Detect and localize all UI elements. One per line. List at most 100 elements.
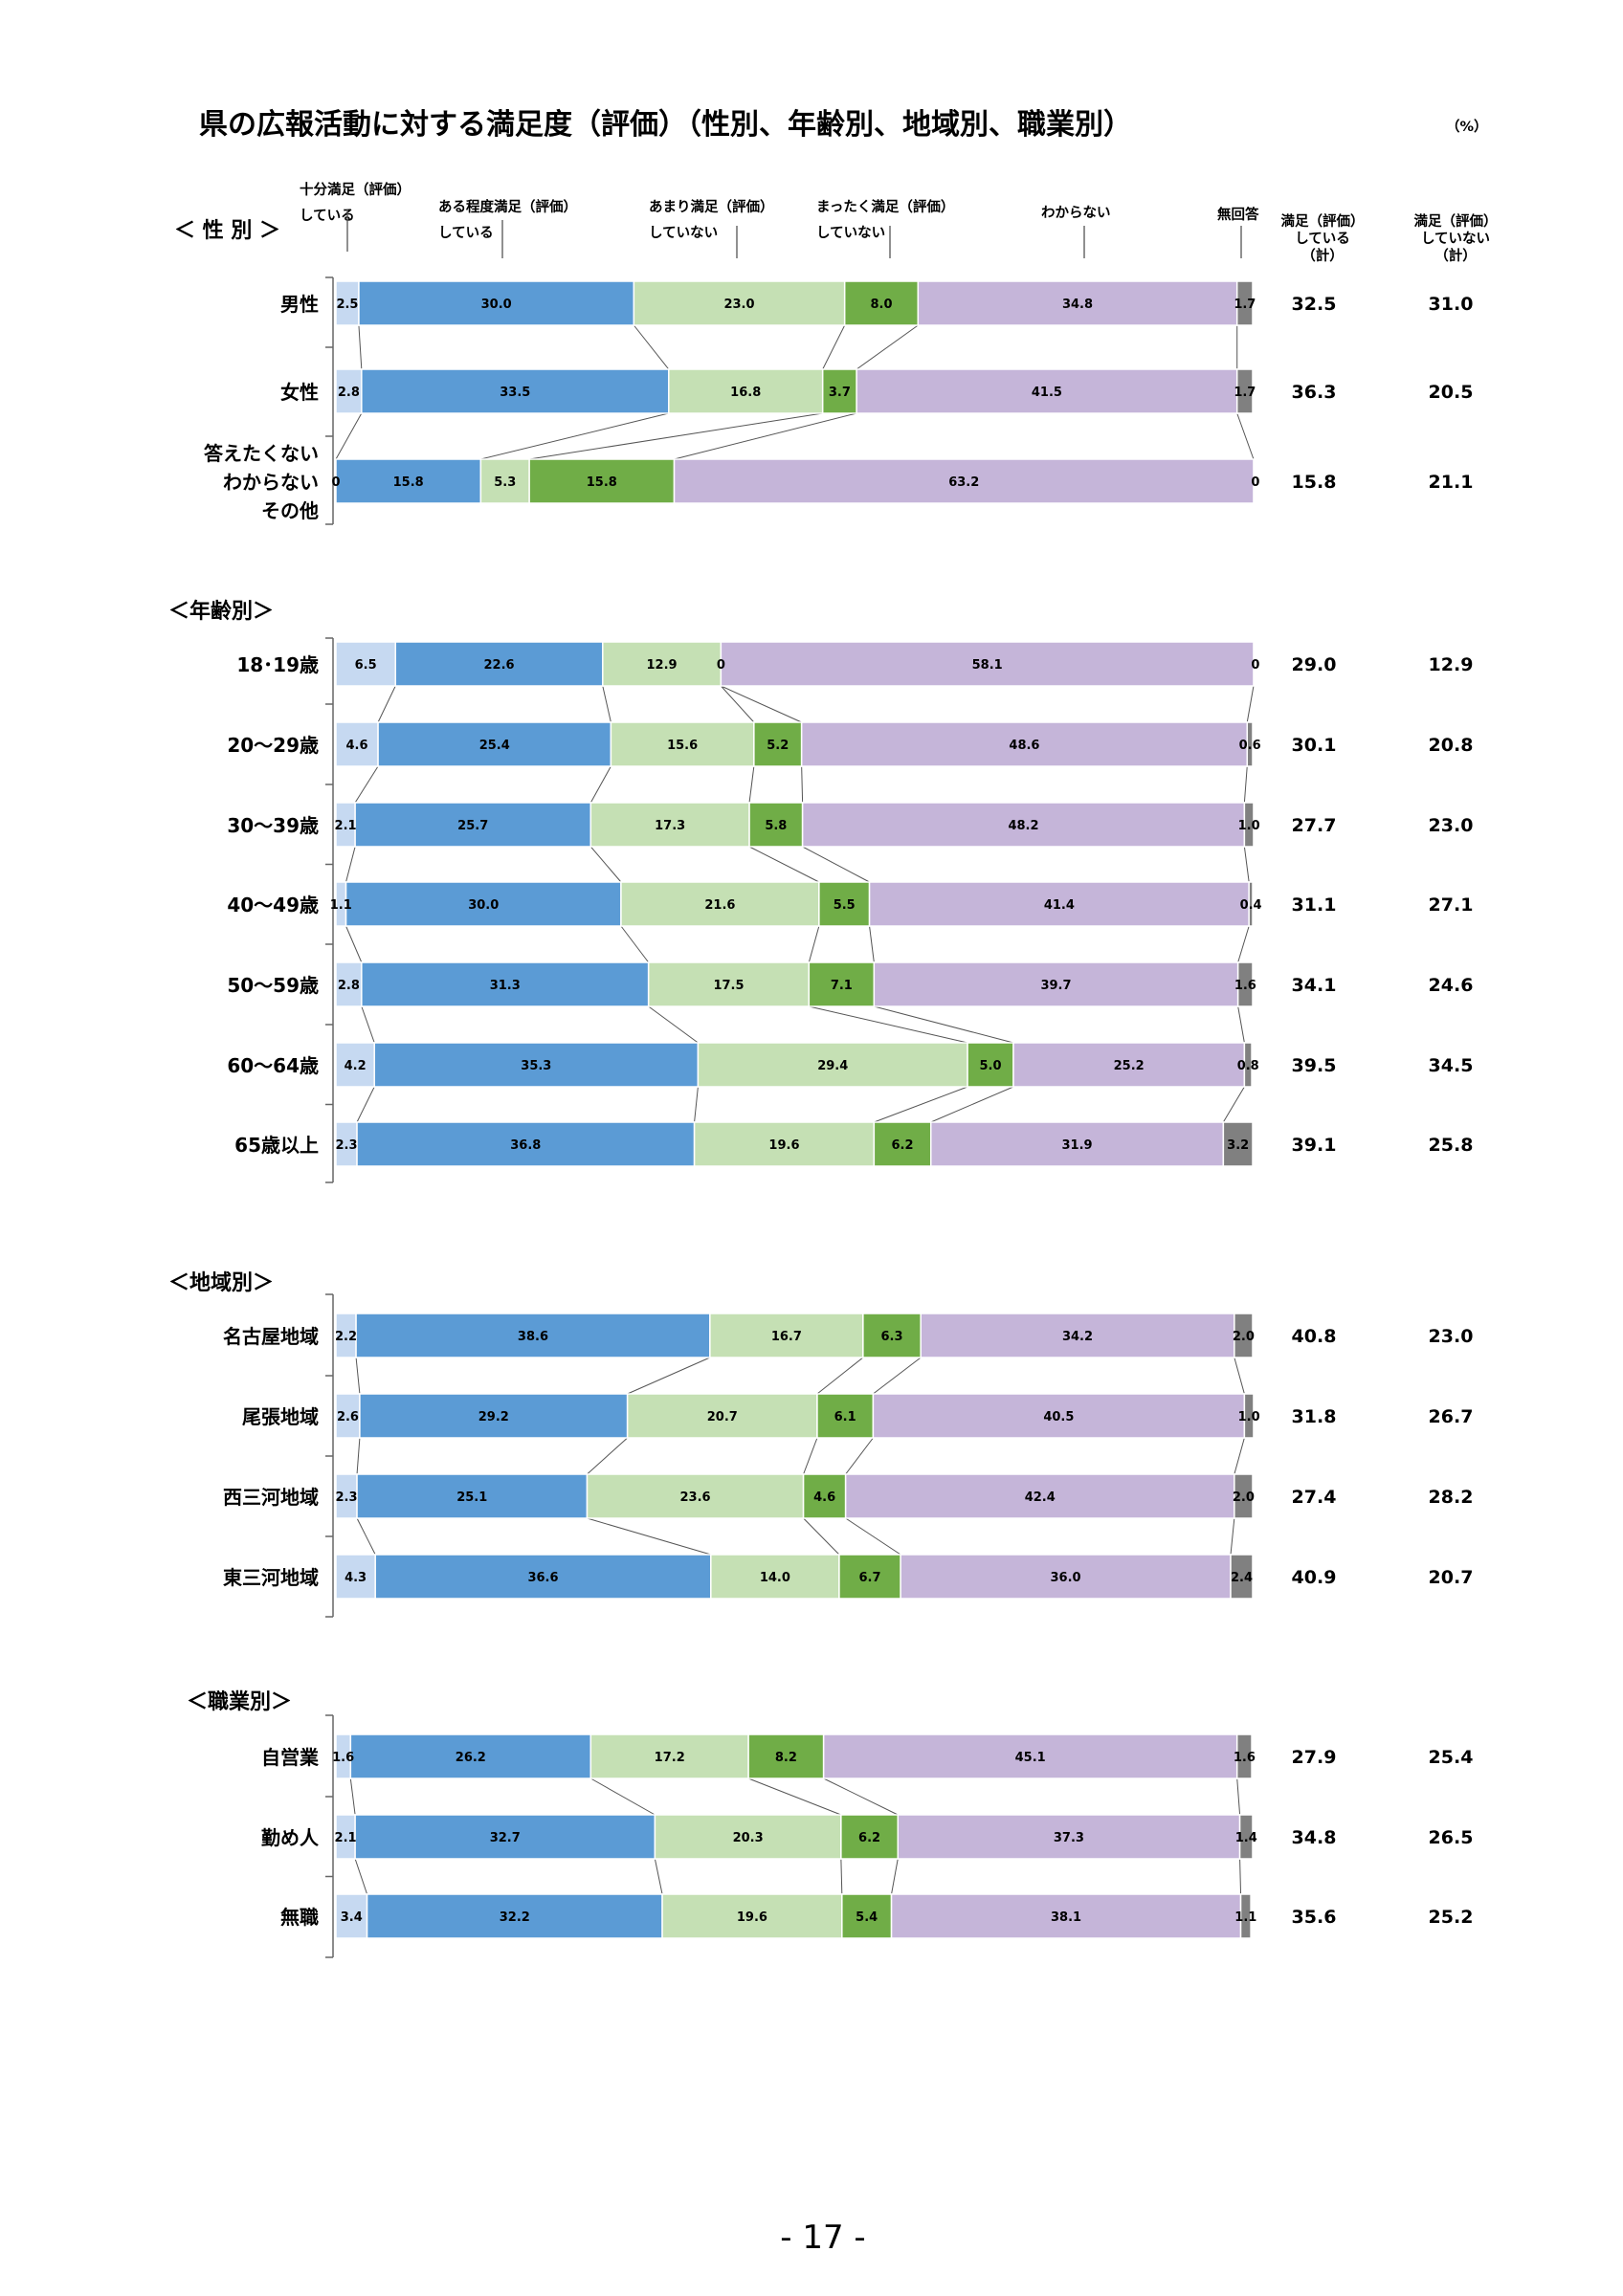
segment-label: 33.5 (500, 386, 530, 400)
connector-line (361, 1005, 375, 1044)
bar-row: 自営業 1.6 26.2 17.2 8.2 45.1 1.6 27.9 25.4 (261, 1733, 1473, 1779)
segment-label: 2.6 (337, 1410, 359, 1424)
connector-line (345, 846, 356, 883)
bar-segment (626, 1393, 818, 1439)
bar-row: 西三河地域 2.3 25.1 23.6 4.6 42.4 2.0 27.4 28.2 (223, 1473, 1474, 1519)
segment-label: 5.4 (856, 1910, 878, 1925)
connector-line (480, 412, 669, 460)
bar-segment (610, 721, 755, 767)
total-not-satisfied: 31.0 (1429, 294, 1474, 315)
connector-line (801, 765, 804, 804)
total-not-satisfied: 25.8 (1429, 1135, 1474, 1156)
bar-segment (1236, 961, 1254, 1007)
bar-segment (355, 1313, 711, 1358)
bar-segment (528, 458, 676, 504)
connector-line (648, 1005, 699, 1044)
total-header-line: していない (1421, 231, 1490, 247)
connector-line (869, 925, 875, 963)
segment-label: 5.3 (494, 475, 516, 490)
row-label: 自営業 (261, 1746, 320, 1769)
bar-segment (818, 881, 871, 927)
segment-label: 1.7 (1234, 298, 1256, 312)
bar-segment (1246, 721, 1254, 767)
connector-line (1237, 925, 1250, 963)
segment-label: 25.7 (457, 819, 488, 833)
segment-label: 1.1 (330, 898, 352, 913)
segment-label: 8.2 (775, 1751, 797, 1765)
connector-line (808, 925, 820, 963)
connector-line (354, 1858, 368, 1895)
segment-label: 6.2 (892, 1138, 914, 1153)
bar-segment (1012, 1042, 1246, 1088)
bar-segment (1235, 368, 1254, 414)
connector-line (1246, 685, 1255, 723)
segment-label: 19.6 (768, 1138, 799, 1153)
segment-label: 6.1 (834, 1410, 856, 1424)
bar-segment (816, 1393, 875, 1439)
segment-label: 35.3 (521, 1059, 551, 1073)
bar-segment (1234, 1313, 1254, 1358)
total-satisfied: 27.4 (1292, 1487, 1337, 1508)
bar-segment (1243, 802, 1255, 848)
total-not-satisfied: 26.7 (1429, 1406, 1474, 1427)
segment-label: 2.8 (338, 386, 360, 400)
connector-line (633, 324, 670, 370)
bar-segment (1235, 1733, 1253, 1779)
total-satisfied: 31.8 (1292, 1406, 1337, 1427)
segment-label: 19.6 (737, 1910, 767, 1925)
total-not-satisfied: 28.2 (1429, 1487, 1474, 1508)
connector-line (845, 1437, 874, 1475)
row-label: 西三河地域 (223, 1486, 319, 1509)
segment-label: 29.4 (817, 1059, 848, 1073)
connector-line (1236, 412, 1255, 460)
segment-label: 6.5 (355, 658, 377, 673)
segment-label: 14.0 (760, 1571, 790, 1585)
total-satisfied: 29.0 (1292, 654, 1337, 675)
legend-item-1: 十分満足（評価） している (300, 181, 411, 252)
page-title: 県の広報活動に対する満足度（評価）（性別、年齢別、地域別、職業別） (199, 108, 1132, 142)
connector-line (809, 1005, 968, 1044)
segment-label: 30.0 (481, 298, 512, 312)
bar-segment (840, 1814, 900, 1860)
bar-segment (589, 1733, 749, 1779)
row-label: 名古屋地域 (223, 1325, 319, 1348)
group-1: ＜ 性 別 ＞ 男性 2.5 30.0 23.0 8.0 34.8 1.7 32.5 31.0 女性… (174, 219, 1474, 525)
legend-label: わからない (1041, 205, 1111, 221)
segment-label: 22.6 (483, 658, 514, 673)
segment-label: 45.1 (1015, 1751, 1046, 1765)
bar-row: 18･19歳 6.5 22.6 12.9 0 58.1 0 29.0 12.9 (236, 641, 1473, 687)
connector-line (529, 412, 823, 460)
total-not-satisfied: 23.0 (1429, 815, 1474, 836)
bar-row: 東三河地域 4.3 36.6 14.0 6.7 36.0 2.4 40.9 20.7 (223, 1554, 1473, 1600)
connector-line (930, 1086, 1014, 1123)
segment-label: 1.6 (1234, 979, 1256, 993)
segment-label: 34.8 (1062, 298, 1093, 312)
segment-label: 41.5 (1032, 386, 1062, 400)
segment-label: 25.2 (1114, 1059, 1145, 1073)
bar-segment (335, 641, 397, 687)
bar-row: 女性 2.8 33.5 16.8 3.7 41.5 1.7 36.3 20.5 (280, 368, 1473, 414)
connector-line (627, 1357, 711, 1395)
bar-segment (661, 1893, 843, 1939)
total-header-line: している (1295, 231, 1350, 247)
bar-segment (335, 961, 363, 1007)
connector-line (1234, 1437, 1245, 1475)
connector-line (674, 412, 857, 460)
connector-line (1239, 1858, 1242, 1895)
total-header-line: （計） (1301, 247, 1344, 264)
bar-segment (654, 1814, 842, 1860)
row-label: 60～64歳 (227, 1054, 319, 1077)
segment-label: 2.1 (335, 1831, 357, 1845)
group-3: ＜地域別＞ 名古屋地域 2.2 38.6 16.7 6.3 34.2 2.0 40.8 23.0 尾… (168, 1270, 1474, 1618)
bar-segment (620, 881, 820, 927)
connector-line (1230, 1517, 1235, 1556)
connector-line (856, 324, 919, 370)
bar-row: 20～29歳 4.6 25.4 15.6 5.2 48.6 0.6 30.1 20.8 (227, 721, 1473, 767)
bar-segment (373, 1042, 700, 1088)
segment-label: 1.6 (1234, 1751, 1256, 1765)
bar-segment (747, 1733, 825, 1779)
segment-label: 34.2 (1062, 1330, 1093, 1344)
segment-label: 17.5 (713, 979, 744, 993)
